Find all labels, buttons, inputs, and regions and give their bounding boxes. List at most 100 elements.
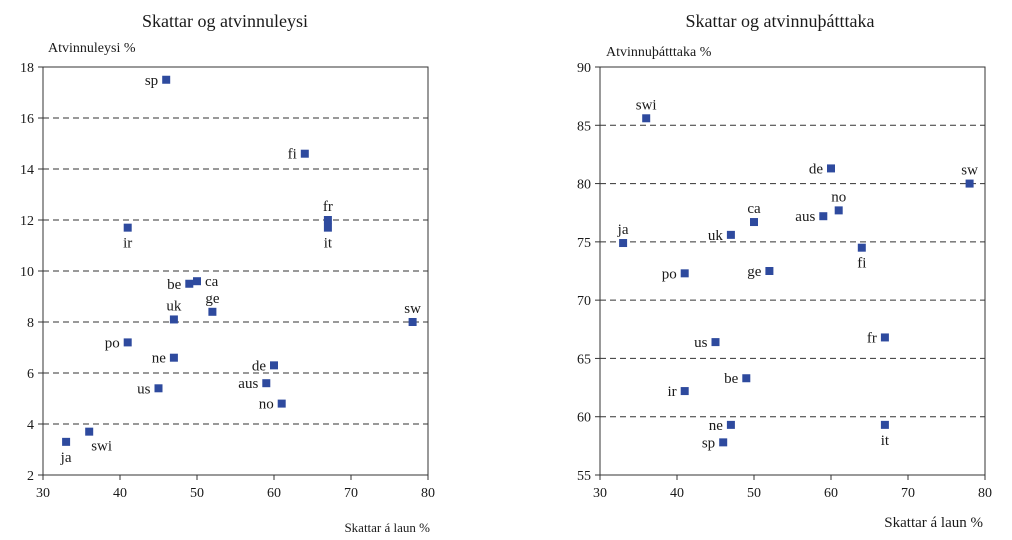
data-point-aus	[262, 379, 271, 388]
x-tick-label: 70	[344, 486, 358, 501]
data-point-fi	[857, 243, 866, 252]
data-point-po	[680, 269, 689, 278]
data-label-ir: ir	[123, 236, 132, 252]
data-point-ne	[726, 420, 735, 429]
data-label-de: de	[252, 358, 267, 374]
x-tick-label: 80	[978, 486, 992, 501]
chart-title: Skattar og atvinnuleysi	[142, 11, 308, 31]
data-point-aus	[819, 212, 828, 221]
y-tick-label: 85	[577, 119, 591, 134]
x-tick-label: 40	[670, 486, 684, 501]
data-label-fr: fr	[867, 330, 877, 346]
data-point-sw	[408, 318, 417, 326]
y-tick-label: 14	[20, 163, 34, 178]
data-label-ne: ne	[152, 351, 167, 367]
x-tick-label: 70	[901, 486, 915, 501]
data-label-fi: fi	[288, 147, 297, 163]
data-label-po: po	[662, 266, 677, 282]
x-tick-label: 60	[267, 486, 281, 501]
data-point-no	[277, 399, 286, 408]
x-tick-label: 40	[113, 486, 127, 501]
data-point-uk	[726, 230, 735, 239]
chart-participation: Skattar og atvinnuþátttaka Atvinnuþátttak…	[577, 11, 992, 531]
data-point-no	[834, 206, 843, 215]
data-label-ge: ge	[747, 264, 762, 280]
x-axis-label: Skattar á laun %	[884, 515, 983, 531]
data-label-sp: sp	[145, 73, 158, 89]
data-label-it: it	[881, 433, 890, 449]
data-point-ja	[619, 239, 628, 248]
data-label-uk: uk	[708, 228, 724, 244]
data-point-fi	[300, 149, 309, 158]
data-label-sw: sw	[404, 301, 421, 317]
plot-frame	[599, 66, 986, 476]
data-point-fr	[880, 333, 889, 342]
data-point-po	[123, 338, 132, 347]
data-label-swi: swi	[91, 439, 112, 455]
y-tick-label: 90	[577, 61, 591, 76]
y-tick-label: 10	[20, 265, 34, 280]
x-tick-label: 50	[747, 486, 761, 501]
data-label-fr: fr	[323, 199, 333, 215]
data-point-ja	[62, 437, 71, 446]
x-tick-label: 80	[421, 486, 435, 501]
data-label-ja: ja	[617, 222, 629, 238]
x-axis-label: Skattar á laun %	[344, 520, 430, 535]
y-tick-label: 80	[577, 178, 591, 193]
data-point-fr	[323, 216, 332, 224]
data-point-be	[185, 279, 194, 288]
y-axis-label: Atvinnuþátttaka %	[606, 45, 712, 60]
y-tick-label: 75	[577, 236, 591, 251]
y-tick-label: 4	[27, 418, 34, 433]
data-point-swi	[85, 427, 94, 436]
data-point-de	[827, 164, 835, 173]
data-label-de: de	[809, 161, 824, 177]
data-label-ge: ge	[205, 291, 220, 307]
data-label-ir: ir	[668, 384, 677, 400]
data-label-po: po	[105, 335, 120, 351]
y-tick-label: 55	[577, 469, 591, 484]
y-tick-label: 2	[27, 469, 34, 484]
chart-unemployment: Skattar og atvinnuleysi Atvinnuleysi % Ska…	[20, 11, 435, 535]
data-point-swi	[642, 114, 651, 123]
y-axis-label: Atvinnuleysi %	[48, 41, 136, 56]
data-label-ja: ja	[60, 450, 72, 466]
data-point-ir	[680, 387, 689, 396]
y-tick-label: 12	[20, 214, 34, 229]
data-point-ir	[123, 223, 132, 232]
data-point-sp	[162, 75, 171, 84]
y-tick-label: 18	[20, 61, 34, 76]
data-point-ca	[193, 277, 201, 286]
x-tick-label: 60	[824, 486, 838, 501]
data-label-no: no	[831, 189, 846, 205]
data-point-sp	[719, 438, 728, 447]
data-point-ge	[208, 307, 217, 316]
data-point-sw	[965, 179, 974, 188]
data-label-ne: ne	[709, 418, 724, 434]
x-tick-label: 30	[593, 486, 607, 501]
data-label-ca: ca	[747, 201, 761, 217]
y-tick-label: 6	[27, 367, 34, 382]
data-point-ge	[765, 267, 774, 275]
data-point-ne	[169, 353, 178, 362]
data-label-no: no	[259, 397, 274, 413]
data-point-de	[270, 361, 278, 370]
y-tick-label: 16	[20, 112, 34, 127]
y-tick-label: 70	[577, 294, 591, 309]
x-tick-label: 50	[190, 486, 204, 501]
data-label-us: us	[694, 335, 708, 351]
data-label-sw: sw	[961, 163, 978, 179]
data-point-us	[711, 338, 720, 347]
y-tick-label: 8	[27, 316, 34, 331]
data-label-be: be	[724, 371, 739, 387]
chart-title: Skattar og atvinnuþátttaka	[686, 11, 875, 31]
data-point-uk	[169, 315, 178, 324]
data-point-ca	[750, 218, 758, 227]
data-label-it: it	[324, 236, 333, 252]
data-point-it	[323, 223, 332, 232]
data-point-be	[742, 374, 751, 383]
y-tick-label: 65	[577, 352, 591, 367]
data-label-aus: aus	[795, 209, 815, 225]
y-tick-label: 60	[577, 411, 591, 426]
